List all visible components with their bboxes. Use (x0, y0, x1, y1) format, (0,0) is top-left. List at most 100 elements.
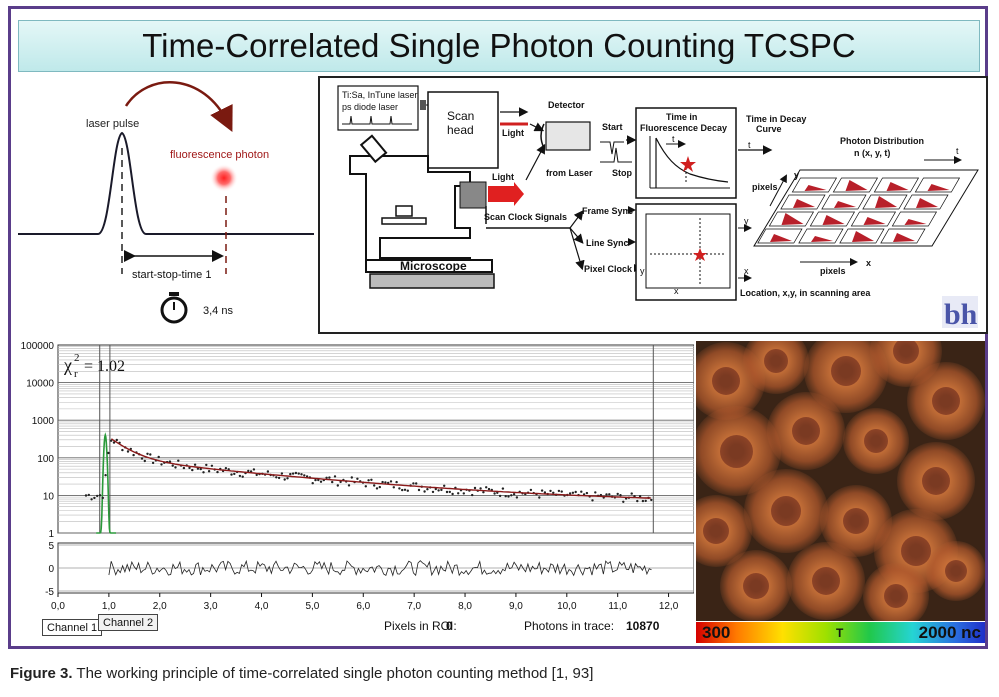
decay-data-point (283, 478, 286, 481)
bh-logo: bh (942, 296, 978, 331)
pixels-bottom-label: pixels (820, 266, 846, 276)
decay-fit-curve (111, 438, 651, 499)
decay-data-point (437, 489, 440, 492)
decay-data-point (457, 492, 460, 495)
decay-data-point (650, 498, 653, 502)
decay-data-point (297, 472, 300, 475)
decay-data-point (496, 491, 499, 494)
cell-nucleus (900, 535, 932, 567)
detector-lens (540, 123, 545, 149)
decay-data-point (275, 476, 278, 479)
decay-data-point (289, 472, 292, 476)
decay-data-point (434, 487, 437, 491)
decay-data-point (605, 493, 608, 496)
decay-data-point (538, 496, 541, 499)
decay-data-point (387, 481, 390, 485)
decay-data-point (277, 476, 281, 480)
light-mid-label: Light (492, 172, 514, 182)
pd-cell (791, 177, 838, 193)
decay-data-point (350, 476, 353, 479)
decay-data-point (339, 480, 342, 484)
svg-text:= 1.02: = 1.02 (84, 358, 125, 375)
stopwatch-icon (160, 292, 188, 324)
decay-data-point (199, 467, 202, 471)
x-tick-label: 4,0 (255, 601, 269, 612)
decay-data-point (241, 475, 244, 478)
from-laser-label: from Laser (546, 168, 593, 178)
decay-data-point (619, 494, 622, 497)
microscope-foot (369, 273, 495, 289)
microscope-label: Microscope (400, 259, 467, 273)
out-y-label: y (744, 216, 749, 226)
decay-data-point (188, 466, 191, 470)
microscope-base (365, 259, 493, 273)
flim-image-panel: 300 T 2000 nc (696, 341, 985, 643)
decay-title-2: Fluorescence Decay (640, 123, 727, 133)
residual-tick-label: 0 (48, 564, 54, 575)
decay-data-point (286, 477, 289, 480)
diode-label: ps diode laser (342, 102, 398, 112)
cell-nucleus (892, 341, 920, 365)
decay-data-point (616, 492, 619, 496)
decay-t-label: t (672, 134, 675, 144)
x-tick-label: 6,0 (356, 601, 370, 612)
pixel-clock-label: Pixel Clock (584, 264, 633, 274)
pd-t-label: t (956, 146, 959, 156)
decay-data-point (622, 500, 625, 503)
decay-data-point (571, 491, 575, 494)
decay-data-point (515, 496, 519, 499)
x-tick-label: 5,0 (305, 601, 319, 612)
cell-nucleus (811, 566, 841, 596)
decay-data-point (104, 474, 107, 477)
pd-y-label: y (794, 170, 799, 180)
decay-data-point (423, 490, 426, 493)
pd-histogram (863, 217, 886, 225)
decay-data-point (498, 494, 502, 498)
pd-cell (798, 228, 844, 244)
pulse-train-icon (342, 115, 412, 125)
objective (395, 205, 413, 217)
out-x-label: x (744, 266, 749, 276)
decay-data-point (510, 494, 513, 497)
x-tick-label: 7,0 (407, 601, 421, 612)
microscope-port (459, 181, 487, 209)
decay-data-point (417, 488, 421, 492)
decay-data-point (448, 490, 451, 494)
detector-box (545, 121, 591, 151)
residual-trace (108, 559, 652, 577)
decay-data-point (90, 498, 93, 501)
cell-nucleus (719, 434, 753, 468)
decay-data-point (501, 487, 505, 490)
pd-histogram (834, 201, 856, 208)
tab-channel-2[interactable]: Channel 2 (98, 614, 159, 631)
decay-data-point (110, 439, 113, 442)
decay-plot (84, 432, 653, 534)
decay-data-point (585, 491, 589, 495)
scan-x-label: x (674, 286, 679, 296)
stop-label: Stop (612, 168, 632, 178)
decay-y-tick-label: 10 (43, 491, 55, 502)
frame-sync-label: Frame Sync (582, 206, 633, 216)
decay-data-point (493, 492, 496, 495)
decay-data-point (485, 486, 488, 489)
svg-text:bh: bh (944, 298, 978, 331)
cell-nucleus (945, 560, 967, 582)
x-tick-label: 11,0 (608, 601, 627, 612)
decay-data-point (529, 488, 533, 492)
laser-pulse-curve (18, 131, 314, 235)
tab-channel-1[interactable]: Channel 1 (42, 619, 103, 636)
cell-nucleus (863, 428, 889, 454)
decay-data-point (112, 441, 116, 444)
pd-histogram (822, 215, 845, 225)
decay-data-point (415, 482, 418, 485)
decay-data-point (107, 451, 110, 455)
light-arrow-mid (488, 186, 514, 202)
decay-data-point (638, 495, 642, 498)
decay-data-point (319, 480, 323, 483)
pd-histogram (793, 199, 815, 208)
decay-y-tick-label: 100000 (21, 341, 55, 352)
photons-label: Photons in trace: (524, 619, 615, 633)
timing-diagram: laser pulse fluorescence photon start-st… (18, 81, 314, 324)
pd-cell (850, 211, 897, 227)
x-tick-label: 10,0 (557, 601, 577, 612)
